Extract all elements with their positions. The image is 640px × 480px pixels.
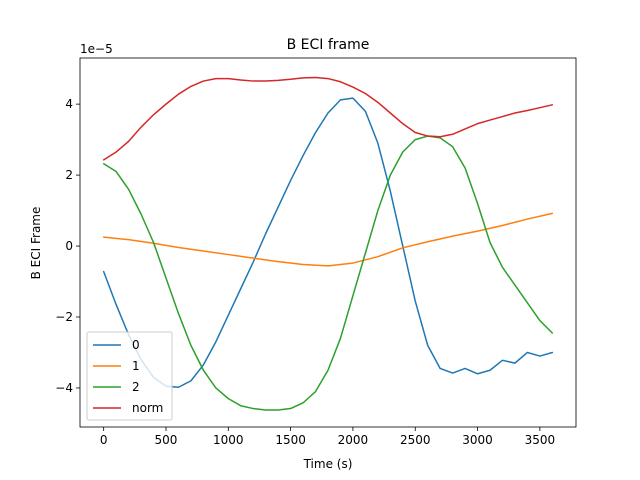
x-axis-label: Time (s) [303, 457, 353, 471]
x-tick-label: 2500 [400, 433, 431, 447]
legend-label-0: 0 [132, 338, 140, 352]
legend: 0 1 2 norm [86, 331, 173, 421]
y-tick-label: −4 [55, 381, 73, 395]
legend-label-norm: norm [132, 401, 163, 415]
x-tick-label: 3000 [462, 433, 493, 447]
legend-label-2: 2 [132, 380, 140, 394]
x-tick-label: 1500 [275, 433, 306, 447]
legend-box [86, 331, 173, 421]
series-line-2 [102, 135, 554, 411]
x-tick-label: 0 [100, 433, 108, 447]
x-tick-label: 2000 [338, 433, 369, 447]
y-tick-label: 4 [65, 97, 73, 111]
chart-title: B ECI frame [287, 37, 370, 53]
series-line-0 [102, 97, 554, 389]
plot-area [102, 76, 554, 411]
y-tick-label: 2 [65, 168, 73, 182]
x-tick-label: 500 [155, 433, 178, 447]
axes: 0 500 1000 1500 2000 2500 3000 3500 −4 −2 0 2 4 [55, 57, 577, 447]
axes-frame [79, 57, 577, 428]
y-tick-label: 0 [65, 239, 73, 253]
series-line-1 [102, 212, 554, 267]
y-axis-label: B ECI Frame [29, 207, 43, 280]
x-tick-label: 1000 [213, 433, 244, 447]
y-offset-text: 1e−5 [80, 42, 113, 56]
y-tick-label: −2 [55, 310, 73, 324]
legend-label-1: 1 [132, 359, 140, 373]
x-tick-label: 3500 [525, 433, 556, 447]
series-line-norm [102, 76, 554, 161]
